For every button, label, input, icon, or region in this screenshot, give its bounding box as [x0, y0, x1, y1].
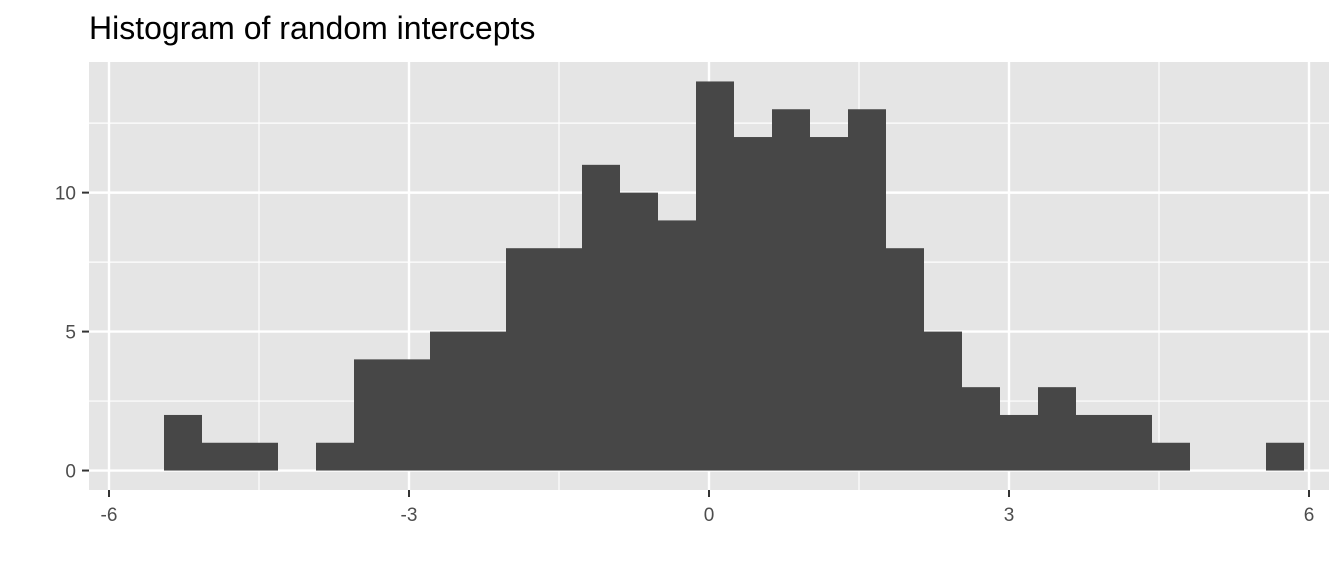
- histogram-bar: [810, 137, 848, 471]
- y-tick-label: 5: [65, 323, 76, 344]
- histogram-bar: [506, 248, 544, 471]
- axes: -6 -3 0 3 6 0 5 10: [55, 184, 1314, 526]
- histogram-bar: [392, 359, 430, 471]
- histogram-bar: [1266, 442, 1304, 471]
- histogram-bars: [164, 81, 1304, 471]
- histogram-bar: [848, 109, 886, 471]
- histogram-bar: [468, 331, 506, 471]
- histogram-bar: [202, 442, 240, 471]
- histogram-bar: [696, 81, 734, 471]
- histogram-bar: [962, 387, 1000, 471]
- histogram-bar: [354, 359, 392, 471]
- x-tick-label: 0: [704, 505, 715, 526]
- x-tick-label: -3: [401, 505, 418, 526]
- histogram-bar: [1000, 414, 1038, 471]
- histogram-bar: [544, 248, 582, 471]
- histogram-bar: [886, 248, 924, 471]
- chart-title: Histogram of random intercepts: [89, 10, 535, 46]
- histogram-bar: [772, 109, 810, 471]
- x-tick-label: 3: [1004, 505, 1015, 526]
- x-tick-label: 6: [1304, 505, 1315, 526]
- histogram-bar: [430, 331, 468, 471]
- histogram-bar: [924, 331, 962, 471]
- histogram-bar: [582, 164, 620, 471]
- y-tick-label: 0: [65, 462, 76, 483]
- histogram-bar: [734, 137, 772, 471]
- histogram-bar: [1076, 414, 1114, 471]
- histogram-bar: [658, 220, 696, 471]
- x-tick-label: -6: [101, 505, 118, 526]
- histogram-bar: [316, 442, 354, 471]
- histogram-bar: [1114, 414, 1152, 471]
- histogram-bar: [240, 442, 278, 471]
- histogram-bar: [1038, 387, 1076, 471]
- histogram-bar: [1152, 442, 1190, 471]
- y-tick-label: 10: [55, 184, 76, 205]
- histogram-bar: [164, 414, 202, 471]
- histogram-bar: [620, 192, 658, 471]
